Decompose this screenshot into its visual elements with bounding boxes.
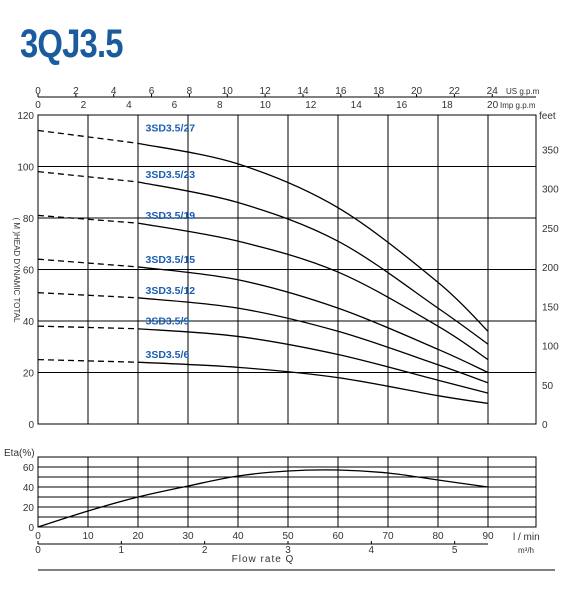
curve-label-2: 3SD3.5/23 (146, 169, 196, 181)
y-left-tick-label: 80 (23, 214, 35, 225)
head-curve-2 (137, 181, 489, 345)
us-gpm-tick-label: 0 (35, 86, 41, 97)
x-lmin-tick-label: 30 (182, 531, 194, 542)
head-curve-3 (137, 222, 489, 361)
x-m3h-tick-label: 5 (452, 545, 458, 556)
head-curve-dashed-6 (37, 325, 139, 330)
y-left-tick-label: 40 (23, 317, 35, 328)
imp-gpm-tick-label: 2 (81, 100, 87, 111)
curve-label-3: 3SD3.5/19 (146, 210, 196, 222)
head-curve-dashed-5 (37, 292, 139, 299)
page-title: 3QJ3.5 (20, 22, 124, 66)
us-gpm-tick-label: 24 (487, 86, 499, 97)
x-lmin-tick-label: 40 (232, 531, 244, 542)
x-axis-label: Flow rate Q (232, 554, 295, 565)
x-lmin-tick-label: 90 (482, 531, 494, 542)
x-m3h-tick-label: 1 (119, 545, 125, 556)
head-curve-7 (137, 361, 489, 405)
y-left-tick-label: 100 (17, 163, 34, 174)
us-gpm-tick-label: 6 (149, 86, 155, 97)
y-left-tick-label: 20 (23, 369, 35, 380)
head-curve-1 (137, 142, 489, 332)
head-curve-4 (137, 266, 489, 374)
curve-label-4: 3SD3.5/15 (146, 254, 196, 266)
us-gpm-tick-label: 20 (411, 86, 423, 97)
imp-gpm-tick-label: 18 (442, 100, 454, 111)
x-m3h-tick-label: 4 (369, 545, 375, 556)
eta-plot-frame (37, 456, 537, 528)
y-left-tick-label: 60 (23, 266, 35, 277)
x-lmin-tick-label: 80 (432, 531, 444, 542)
y-right-axis-label: feet (539, 111, 556, 122)
x-lmin-tick-label: 0 (35, 531, 41, 542)
us-gpm-unit-label: US g.p.m (506, 87, 540, 96)
x-lmin-tick-label: 20 (132, 531, 144, 542)
imp-gpm-tick-label: 0 (35, 100, 41, 111)
curve-label-1: 3SD3.5/27 (146, 122, 196, 134)
us-gpm-tick-label: 12 (260, 86, 272, 97)
x-m3h-unit-label: m³/h (518, 546, 534, 555)
head-curve-dashed-1 (37, 129, 139, 144)
imp-gpm-tick-label: 8 (217, 100, 223, 111)
y-right-tick-label: 150 (542, 302, 559, 313)
us-gpm-tick-label: 22 (449, 86, 461, 97)
head-curve-dashed-7 (37, 358, 139, 363)
x-m3h-tick-label: 3 (285, 545, 291, 556)
x-lmin-tick-label: 70 (382, 531, 394, 542)
us-gpm-tick-label: 10 (222, 86, 234, 97)
imp-gpm-tick-label: 14 (351, 100, 363, 111)
y-right-tick-label: 100 (542, 342, 559, 353)
y-left-tick-label: 120 (17, 111, 34, 122)
eta-y-tick-label: 20 (23, 503, 35, 514)
curve-label-5: 3SD3.5/12 (146, 285, 196, 297)
y-axis-label: ( M )HEAD DYNAMIC TOTAL (12, 218, 21, 323)
imp-gpm-tick-label: 16 (396, 100, 408, 111)
head-curve-dashed-2 (37, 171, 139, 183)
head-curve-5 (137, 297, 489, 384)
eta-y-axis-label: Eta(%) (4, 448, 35, 459)
imp-gpm-tick-label: 12 (305, 100, 317, 111)
y-right-tick-label: 50 (542, 381, 554, 392)
imp-gpm-tick-label: 10 (260, 100, 272, 111)
imp-gpm-unit-label: Imp g.p.m (500, 101, 536, 110)
x-lmin-tick-label: 60 (332, 531, 344, 542)
x-lmin-tick-label: 50 (282, 531, 294, 542)
y-right-tick-label: 200 (542, 263, 559, 274)
us-gpm-tick-label: 18 (373, 86, 385, 97)
curve-label-7: 3SD3.5/6 (146, 349, 190, 361)
y-right-tick-label: 250 (542, 224, 559, 235)
curve-label-6: 3SD3.5/9 (146, 316, 190, 328)
imp-gpm-tick-label: 6 (172, 100, 178, 111)
y-right-tick-label: 0 (542, 420, 548, 431)
head-curve-dashed-4 (37, 258, 139, 268)
eta-y-tick-label: 60 (23, 463, 35, 474)
x-lmin-unit-label: l / min (513, 532, 540, 543)
head-curve-6 (137, 328, 489, 394)
y-left-tick-label: 0 (28, 420, 34, 431)
x-m3h-tick-label: 2 (202, 545, 208, 556)
imp-gpm-tick-label: 20 (487, 100, 499, 111)
head-curve-dashed-3 (37, 214, 139, 224)
y-right-tick-label: 350 (542, 145, 559, 156)
eta-y-tick-label: 40 (23, 483, 35, 494)
us-gpm-tick-label: 16 (335, 86, 347, 97)
x-m3h-tick-label: 0 (35, 545, 41, 556)
eta-y-tick-label: 0 (28, 523, 34, 534)
x-lmin-tick-label: 10 (82, 531, 94, 542)
us-gpm-tick-label: 4 (111, 86, 117, 97)
y-right-tick-label: 300 (542, 185, 559, 196)
eta-curve (37, 469, 489, 528)
us-gpm-tick-label: 14 (297, 86, 309, 97)
imp-gpm-tick-label: 4 (126, 100, 132, 111)
us-gpm-tick-label: 8 (187, 86, 193, 97)
us-gpm-tick-label: 2 (73, 86, 79, 97)
